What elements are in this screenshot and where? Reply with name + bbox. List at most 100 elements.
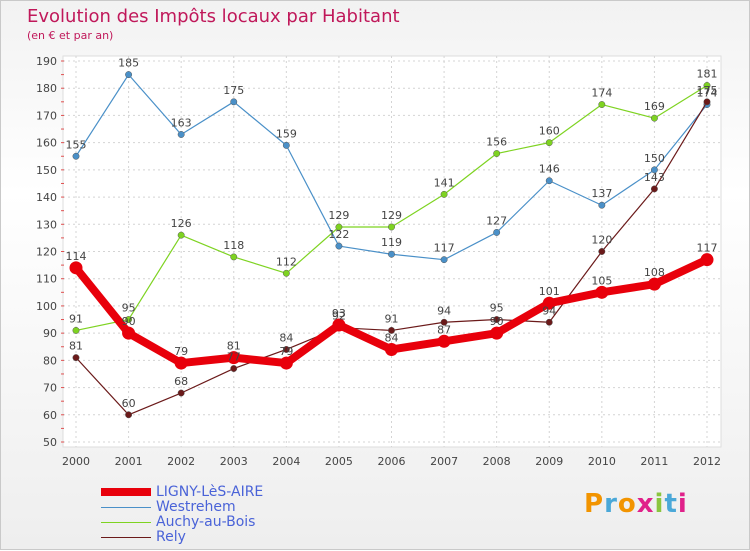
logo-letter: x [636, 489, 655, 519]
data-label: 84 [385, 331, 399, 344]
x-tick-label: 2006 [378, 455, 406, 468]
data-label: 95 [490, 302, 504, 315]
chart-title: Evolution des Impôts locaux par Habitant [27, 6, 400, 27]
data-point [279, 356, 293, 370]
data-point [125, 71, 133, 79]
data-label: 90 [122, 315, 136, 328]
data-label: 77 [227, 351, 241, 364]
data-point [177, 231, 185, 239]
data-label: 118 [223, 239, 244, 252]
data-label: 120 [591, 234, 612, 247]
data-point [440, 190, 448, 198]
data-label: 160 [539, 125, 560, 138]
y-tick-label: 110 [36, 273, 57, 286]
legend-label-rely: Rely [156, 529, 186, 545]
y-tick-label: 140 [36, 191, 57, 204]
data-label: 114 [66, 250, 87, 263]
legend-swatch-rely [101, 537, 151, 538]
x-tick-label: 2009 [535, 455, 563, 468]
data-label: 84 [279, 331, 293, 344]
data-point [332, 318, 346, 332]
x-tick-label: 2000 [62, 455, 90, 468]
data-point [72, 354, 80, 362]
x-tick-label: 2001 [115, 455, 143, 468]
data-point [598, 201, 606, 209]
data-point [177, 389, 185, 397]
data-label: 105 [591, 274, 612, 287]
proxiti-logo: Proxiti [584, 489, 688, 519]
data-label: 185 [118, 57, 139, 70]
data-point [437, 334, 451, 348]
logo-letter: i [654, 489, 665, 519]
data-label: 129 [328, 209, 349, 222]
data-point [122, 326, 136, 340]
y-tick-label: 90 [43, 327, 57, 340]
y-tick-label: 120 [36, 246, 57, 259]
data-label: 92 [332, 310, 346, 323]
data-point [388, 250, 395, 258]
x-tick-label: 2008 [483, 455, 511, 468]
data-label: 175 [223, 84, 244, 97]
y-tick-label: 100 [36, 300, 57, 313]
data-point [440, 318, 448, 326]
data-label: 93 [332, 307, 346, 320]
data-point [227, 351, 241, 365]
data-label: 155 [66, 138, 87, 151]
data-point [595, 285, 609, 299]
data-label: 169 [644, 100, 665, 113]
y-tick-label: 50 [43, 436, 57, 449]
x-tick-label: 2012 [693, 455, 721, 468]
data-label: 112 [276, 255, 297, 268]
y-tick-label: 160 [36, 137, 57, 150]
x-tick-label: 2011 [640, 455, 668, 468]
data-label: 94 [437, 304, 451, 317]
legend-label-ligny: LIGNY-LèS-AIRE [156, 484, 264, 500]
data-point [493, 150, 501, 157]
data-point [545, 139, 553, 147]
data-label: 137 [591, 187, 612, 200]
data-label: 126 [171, 217, 192, 230]
x-tick-label: 2010 [588, 455, 616, 468]
data-label: 95 [122, 302, 136, 315]
x-tick-label: 2003 [220, 455, 248, 468]
data-label: 119 [381, 236, 402, 249]
data-point [647, 277, 661, 291]
data-point [174, 356, 188, 370]
y-tick-label: 150 [36, 164, 57, 177]
data-point [72, 326, 80, 334]
data-label: 117 [434, 242, 455, 255]
y-tick-label: 80 [43, 354, 57, 367]
data-point [700, 253, 714, 267]
data-point [335, 242, 343, 250]
data-label: 87 [437, 323, 451, 336]
data-point [493, 229, 501, 236]
data-point [282, 141, 290, 149]
logo-letter: P [584, 489, 605, 519]
data-point [703, 98, 711, 106]
data-point [650, 166, 658, 174]
data-label: 81 [69, 340, 83, 353]
y-tick-label: 60 [43, 409, 57, 422]
data-point [545, 318, 553, 326]
data-label: 60 [122, 397, 136, 410]
data-label: 94 [542, 304, 556, 317]
data-label: 79 [174, 345, 188, 358]
data-point [388, 223, 395, 231]
data-point [493, 316, 501, 323]
data-label: 108 [644, 266, 665, 279]
data-point [598, 248, 606, 255]
logo-letter: i [677, 489, 688, 519]
data-label: 174 [591, 87, 612, 100]
data-label: 150 [644, 152, 665, 165]
data-label: 122 [328, 228, 349, 241]
data-label: 146 [539, 163, 560, 176]
data-point [230, 98, 238, 106]
data-point [230, 253, 238, 261]
logo-letter: r [604, 489, 618, 519]
data-point [490, 326, 504, 340]
data-point [230, 365, 238, 372]
x-tick-label: 2007 [430, 455, 458, 468]
logo-letter: o [617, 489, 637, 519]
data-point [282, 346, 290, 353]
